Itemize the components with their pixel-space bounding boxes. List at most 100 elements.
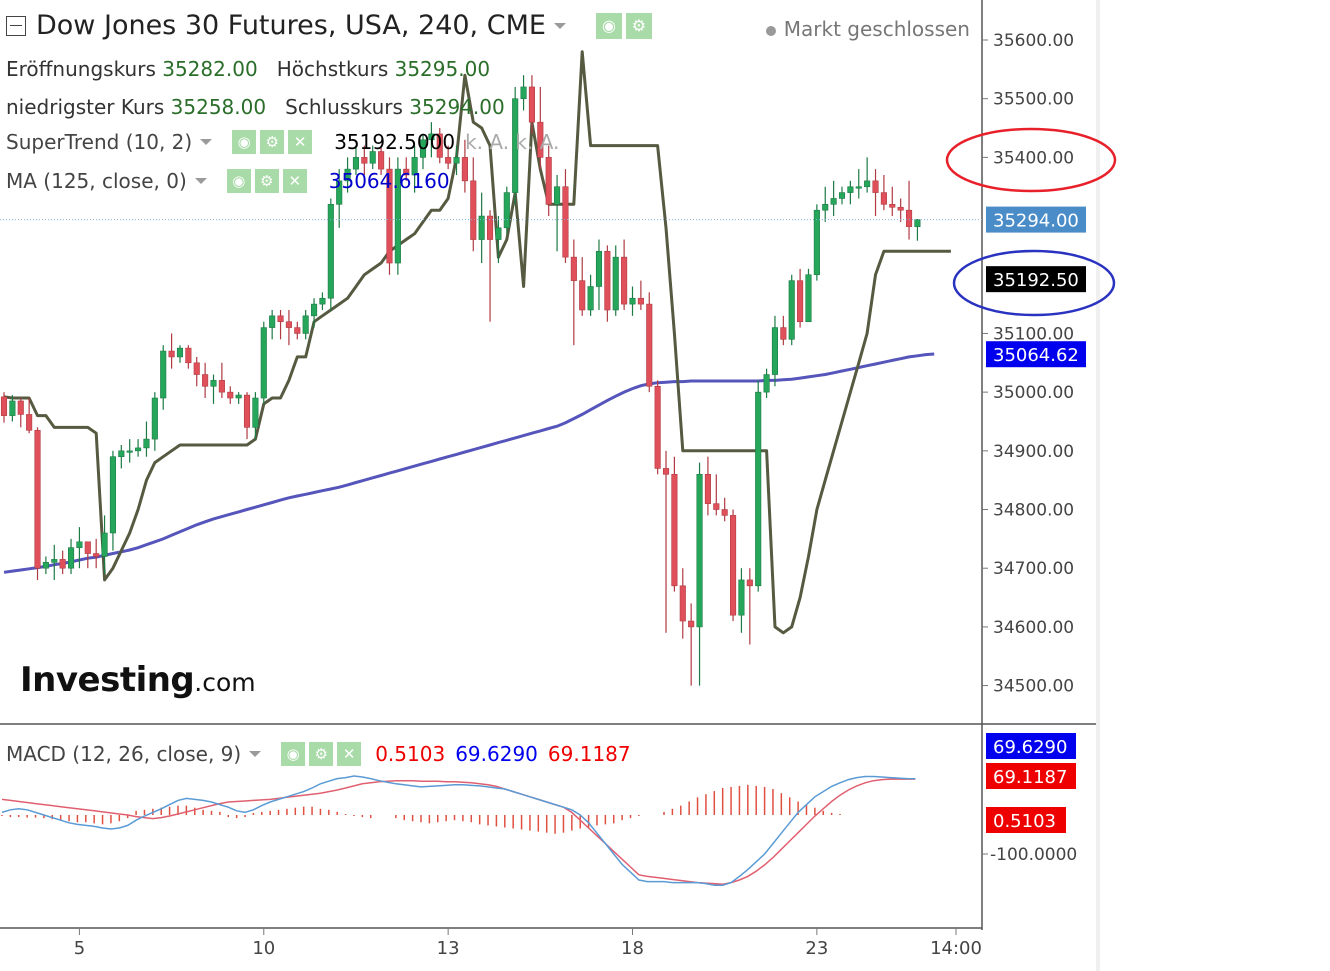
candle <box>579 257 586 316</box>
candle-body <box>797 280 804 323</box>
candle <box>662 450 670 633</box>
eye-icon[interactable]: ◉ <box>595 12 622 39</box>
gear-icon[interactable]: ⚙ <box>254 169 279 193</box>
candle-body <box>880 192 887 205</box>
candle <box>595 239 603 310</box>
time-tick-label: 5 <box>74 938 85 959</box>
candle <box>160 345 167 410</box>
candle-body <box>294 327 301 334</box>
candle <box>126 439 133 463</box>
candle <box>537 86 544 170</box>
candle-body <box>176 347 184 358</box>
last-price-tag: 35294.00 <box>993 211 1079 232</box>
candle <box>453 145 460 175</box>
candle-body <box>864 180 871 188</box>
chevron-down-icon[interactable] <box>553 22 566 29</box>
candle <box>470 157 477 252</box>
candle-body <box>428 133 435 141</box>
candle <box>93 538 100 569</box>
candle-body <box>202 374 209 387</box>
chart-title[interactable]: Dow Jones 30 Futures, USA, 240, CME <box>36 10 546 41</box>
candle <box>713 474 720 516</box>
candle <box>260 321 267 404</box>
candle <box>0 392 8 423</box>
close-icon[interactable]: ✕ <box>282 169 307 193</box>
time-tick-label: 10 <box>252 938 275 959</box>
candle <box>135 439 142 457</box>
price-tick-label: 34800.00 <box>993 501 1074 521</box>
close-icon[interactable]: ✕ <box>288 130 313 154</box>
candle <box>436 128 443 164</box>
candle-body <box>621 256 628 305</box>
candle-body <box>185 347 192 364</box>
chevron-down-icon[interactable] <box>194 178 207 184</box>
time-tick-label: 14:00 <box>930 938 982 959</box>
chevron-down-icon[interactable] <box>249 751 262 757</box>
gear-icon[interactable]: ⚙ <box>309 742 334 766</box>
candle <box>294 321 301 340</box>
supertrend-buttons: ◉ ⚙ ✕ <box>232 130 313 154</box>
candle-body <box>76 541 83 548</box>
ma-label[interactable]: MA (125, close, 0) <box>6 169 187 193</box>
eye-icon[interactable]: ◉ <box>281 742 306 766</box>
candle-body <box>193 362 200 375</box>
candle <box>554 174 561 252</box>
high-label: Höchstkurs <box>276 57 389 81</box>
supertrend-label[interactable]: SuperTrend (10, 2) <box>6 130 193 154</box>
candle-body <box>118 450 125 457</box>
candle <box>243 392 251 440</box>
candle <box>780 315 787 346</box>
candle-body <box>311 303 318 317</box>
gear-icon[interactable]: ⚙ <box>260 130 285 154</box>
candle-body <box>34 429 41 569</box>
supertrend-tag: 35192.50 <box>993 270 1079 291</box>
macd-tick-label: -100.0000 <box>990 845 1077 865</box>
candle-body <box>59 559 66 569</box>
candle <box>864 157 871 193</box>
candle-body <box>512 98 519 193</box>
eye-icon[interactable]: ◉ <box>226 169 251 193</box>
macd-label[interactable]: MACD (12, 26, close, 9) <box>6 742 242 766</box>
candle <box>336 169 343 228</box>
candle-body <box>486 215 494 240</box>
price-tick-label: 34600.00 <box>993 618 1074 638</box>
candle-body <box>579 280 586 311</box>
close-icon[interactable]: ✕ <box>337 742 362 766</box>
candle-body <box>17 400 24 415</box>
logo-text: Investing <box>20 660 195 700</box>
supertrend-legend: SuperTrend (10, 2) ◉ ⚙ ✕ 35192.5000 k. A… <box>6 130 559 154</box>
eye-icon[interactable]: ◉ <box>232 130 257 154</box>
candle-body <box>730 515 737 616</box>
candle-body <box>470 180 477 240</box>
candle <box>503 186 510 234</box>
logo-suffix: .com <box>194 668 256 697</box>
candle-body <box>42 562 49 569</box>
collapse-icon[interactable] <box>6 15 26 36</box>
ma-line <box>3 352 935 574</box>
ma-legend: MA (125, close, 0) ◉ ⚙ ✕ 35064.6160 <box>6 169 450 193</box>
supertrend-extra: k. A. k. A. <box>465 130 560 154</box>
candle <box>17 398 24 428</box>
macd-line <box>1 775 916 886</box>
candle-body <box>252 397 259 428</box>
candle <box>822 186 829 222</box>
candle-body <box>905 209 913 227</box>
candle <box>403 157 410 181</box>
candle <box>269 309 276 340</box>
candle <box>193 356 200 387</box>
candle-body <box>570 256 577 281</box>
gear-icon[interactable]: ⚙ <box>625 12 652 39</box>
candle-body <box>0 396 8 416</box>
chevron-down-icon[interactable] <box>200 139 213 145</box>
candle <box>830 180 837 217</box>
candle <box>528 75 535 134</box>
candle <box>880 174 887 211</box>
candle <box>897 198 904 222</box>
candle-body <box>822 204 829 211</box>
candle <box>386 157 393 275</box>
candle-body <box>453 157 460 164</box>
candle-body <box>26 414 33 431</box>
status-dot-icon <box>765 25 776 36</box>
candle-body <box>461 157 468 182</box>
